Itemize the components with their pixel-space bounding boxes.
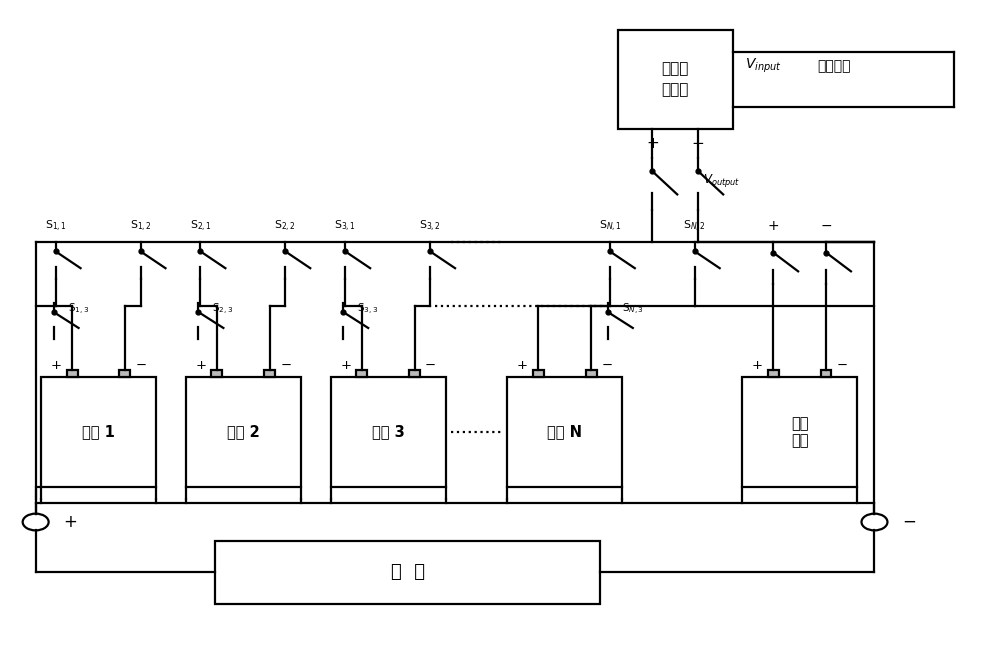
Text: S$_{1,1}$: S$_{1,1}$	[45, 219, 67, 233]
Text: +: +	[340, 359, 351, 372]
Bar	[586, 370, 597, 377]
Text: −: −	[135, 359, 147, 372]
Text: S$_{3,1}$: S$_{3,1}$	[334, 219, 356, 233]
Bar	[41, 377, 156, 486]
Bar	[186, 377, 301, 486]
Bar	[264, 370, 275, 377]
Bar	[119, 370, 130, 377]
Text: S$_{1,2}$: S$_{1,2}$	[130, 219, 151, 233]
Bar	[742, 377, 857, 486]
Text: S$_{2,1}$: S$_{2,1}$	[190, 219, 211, 233]
Text: S$_{2,3}$: S$_{2,3}$	[212, 302, 233, 317]
Text: 电池 3: 电池 3	[372, 424, 405, 439]
Text: −: −	[692, 136, 705, 151]
Bar	[409, 370, 420, 377]
Text: 冗余
电池: 冗余 电池	[791, 416, 808, 448]
Text: +: +	[767, 219, 779, 233]
Text: −: −	[902, 513, 916, 531]
Text: +: +	[64, 513, 77, 531]
Bar	[533, 370, 544, 377]
Text: 负  载: 负 载	[391, 563, 425, 581]
Text: S$_{3,2}$: S$_{3,2}$	[419, 219, 441, 233]
Text: S$_{1,3}$: S$_{1,3}$	[68, 302, 89, 317]
Text: $V_{output}$: $V_{output}$	[703, 172, 741, 190]
Text: 电池 2: 电池 2	[227, 424, 260, 439]
Text: S$_{3,3}$: S$_{3,3}$	[357, 302, 378, 317]
Bar	[215, 541, 600, 604]
Text: +: +	[752, 359, 763, 372]
Bar	[618, 30, 733, 130]
Bar	[67, 370, 78, 377]
Bar	[356, 370, 367, 377]
Text: 降压稳
压电路: 降压稳 压电路	[662, 61, 689, 97]
Text: −: −	[280, 359, 291, 372]
Bar	[821, 370, 831, 377]
Text: −: −	[820, 219, 832, 233]
Text: +: +	[51, 359, 62, 372]
Text: −: −	[425, 359, 436, 372]
Text: S$_{N,1}$: S$_{N,1}$	[599, 219, 621, 233]
Text: +: +	[517, 359, 528, 372]
Text: +: +	[646, 136, 659, 151]
Bar	[768, 370, 779, 377]
Text: −: −	[602, 359, 613, 372]
Text: S$_{2,2}$: S$_{2,2}$	[274, 219, 296, 233]
Text: S$_{N,3}$: S$_{N,3}$	[622, 302, 644, 317]
Text: $V_{input}$: $V_{input}$	[745, 57, 781, 75]
Text: 电池 N: 电池 N	[547, 424, 582, 439]
Text: S$_{N,2}$: S$_{N,2}$	[683, 219, 706, 233]
Bar	[331, 377, 446, 486]
Bar	[507, 377, 622, 486]
Text: 电池 1: 电池 1	[82, 424, 115, 439]
Text: −: −	[836, 359, 848, 372]
Text: 充电输入: 充电输入	[818, 59, 851, 74]
Text: +: +	[195, 359, 206, 372]
Bar	[211, 370, 222, 377]
